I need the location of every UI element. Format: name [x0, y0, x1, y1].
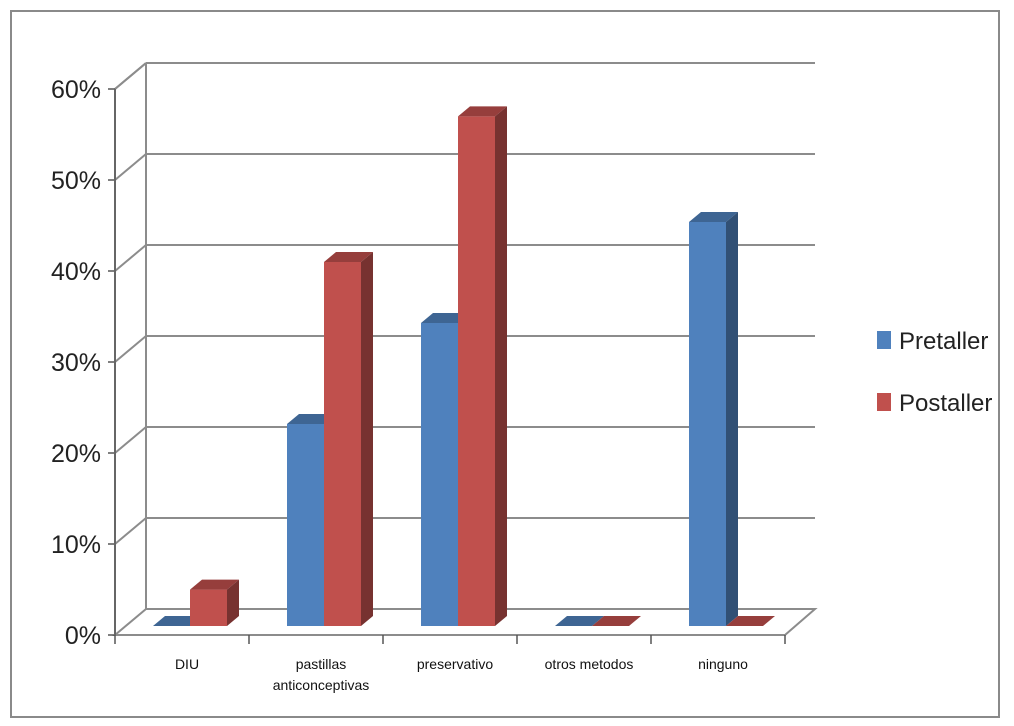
- y-tick-label: 20%: [51, 440, 101, 468]
- x-tick-label: preservativo: [417, 656, 493, 672]
- x-tick-label: pastillas anticonceptivas: [273, 656, 370, 693]
- legend-label: Pretaller: [899, 328, 988, 355]
- legend-item-postaller: Postaller: [877, 390, 992, 417]
- y-tick-label: 0%: [65, 622, 101, 650]
- gridline-side: [114, 517, 147, 545]
- x-tick-labels: DIU pastillas anticonceptivas preservativo o…: [175, 656, 748, 693]
- legend-item-pretaller: Pretaller: [877, 328, 988, 355]
- gridline-side: [114, 153, 147, 181]
- legend: Pretaller Postaller: [877, 328, 992, 417]
- x-tick-label: ninguno: [698, 656, 748, 672]
- gridline-side: [114, 335, 147, 363]
- bar-pretaller: [555, 616, 604, 626]
- x-tick-label: otros metodos: [545, 656, 634, 672]
- y-tick-labels: 0% 10% 20% 30% 40% 50% 60%: [51, 76, 101, 650]
- gridline-side: [114, 62, 147, 90]
- bars: [153, 106, 775, 627]
- bar-postaller: [726, 616, 775, 626]
- y-tick-label: 50%: [51, 167, 101, 195]
- bar-postaller: [190, 579, 239, 626]
- bar-postaller: [592, 616, 641, 626]
- y-tick-label: 40%: [51, 258, 101, 286]
- bar-postaller: [458, 106, 507, 627]
- y-tick-label: 60%: [51, 76, 101, 104]
- y-tick-label: 10%: [51, 531, 101, 559]
- legend-swatch: [877, 331, 891, 349]
- bar-pretaller: [689, 211, 738, 626]
- axes: [108, 88, 786, 644]
- y-tick-label: 30%: [51, 349, 101, 377]
- gridline-side: [114, 426, 147, 454]
- bar-postaller: [324, 252, 373, 626]
- x-tick-label: DIU: [175, 656, 199, 672]
- gridline-side: [114, 244, 147, 272]
- bar-pretaller: [153, 616, 202, 626]
- legend-swatch: [877, 393, 891, 411]
- legend-label: Postaller: [899, 390, 992, 417]
